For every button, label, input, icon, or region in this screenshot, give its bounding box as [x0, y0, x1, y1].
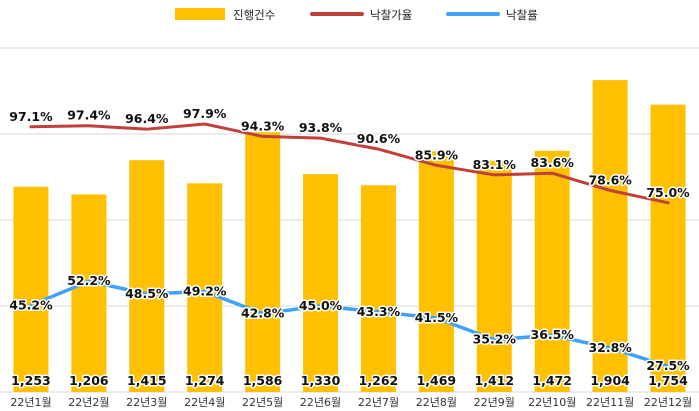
line2-value-label: 41.5%: [415, 310, 459, 325]
line1-value-label: 83.1%: [473, 157, 517, 172]
bar: [13, 186, 49, 392]
line2-value-label: 45.2%: [9, 297, 53, 312]
x-tick-label: 22년9월: [474, 396, 515, 409]
legend-label: 진행건수: [233, 8, 275, 22]
bar: [71, 194, 107, 392]
line2-value-label: 35.2%: [473, 332, 517, 347]
bar-value-label: 1,754: [648, 373, 688, 388]
x-tick-label: 22년10월: [528, 396, 576, 409]
bar-value-label: 1,206: [69, 373, 109, 388]
line2-value-label: 48.5%: [125, 286, 169, 301]
line2-value-label: 45.0%: [299, 298, 343, 313]
line-win-rate-price: [29, 122, 670, 205]
line1-value-label: 75.0%: [646, 185, 690, 200]
line2-value-label: 49.2%: [183, 284, 227, 299]
line1-value-label: 97.4%: [67, 108, 111, 123]
bar-value-label: 1,415: [127, 373, 167, 388]
x-tick-label: 22년11월: [586, 396, 634, 409]
bar: [303, 174, 339, 392]
line1-value-label: 96.4%: [125, 111, 169, 126]
line1-value-label: 97.1%: [9, 109, 53, 124]
bar: [592, 80, 628, 393]
line1-value-label: 93.8%: [299, 120, 343, 135]
bar: [360, 185, 396, 392]
bar-series: [13, 80, 686, 393]
line-series: [29, 122, 670, 368]
bar: [187, 183, 223, 392]
bar-value-label: 1,469: [417, 373, 457, 388]
x-tick-label: 22년7월: [358, 396, 399, 409]
bar-value-label: 1,586: [243, 373, 283, 388]
bar: [476, 160, 512, 392]
legend-label: 낙찰가율: [370, 8, 412, 22]
bar-value-label: 1,262: [359, 373, 399, 388]
bar: [245, 132, 281, 392]
line2-value-label: 42.8%: [241, 306, 285, 321]
x-tick-label: 22년6월: [300, 396, 341, 409]
x-tick-label: 22년1월: [10, 396, 51, 409]
line2-value-label: 27.5%: [646, 358, 690, 373]
bar: [418, 151, 454, 392]
x-tick-label: 22년4월: [184, 396, 225, 409]
legend-swatch-bar: [175, 8, 225, 20]
x-tick-label: 22년3월: [126, 396, 167, 409]
bar: [129, 160, 165, 392]
line2-value-label: 43.3%: [357, 304, 401, 319]
line2-value-label: 32.8%: [588, 340, 632, 355]
x-tick-label: 22년12월: [644, 396, 692, 409]
bar-value-label: 1,904: [590, 373, 630, 388]
bar-value-label: 1,253: [11, 373, 51, 388]
legend: 진행건수 낙찰가율 낙찰률: [175, 8, 538, 22]
gridlines: [0, 47, 699, 393]
bar-value-label: 1,274: [185, 373, 225, 388]
x-tick-label: 22년2월: [68, 396, 109, 409]
x-tick-label: 22년5월: [242, 396, 283, 409]
bar: [650, 104, 686, 392]
line1-value-label: 90.6%: [357, 131, 401, 146]
x-tick-label: 22년8월: [416, 396, 457, 409]
line1-value-label: 97.9%: [183, 106, 227, 121]
bar: [534, 150, 570, 392]
bar-value-label: 1,330: [301, 373, 341, 388]
line1-value-label: 94.3%: [241, 118, 285, 133]
data-labels: 1,253 1,206 1,415 1,274 1,586 1,330 1,262 1,469…: [8, 105, 692, 390]
line1-value-label: 83.6%: [531, 155, 575, 170]
line1-value-label: 78.6%: [588, 172, 632, 187]
x-axis-ticks: 22년1월 22년2월 22년3월 22년4월 22년5월 22년6월 22년7월 22년8월…: [10, 396, 692, 409]
line2-value-label: 52.2%: [67, 273, 111, 288]
bar-value-label: 1,412: [475, 373, 515, 388]
line-win-rate: [29, 279, 670, 368]
legend-label: 낙찰률: [506, 8, 538, 22]
bar-value-label: 1,472: [532, 373, 572, 388]
line2-value-label: 36.5%: [531, 327, 575, 342]
line1-value-label: 85.9%: [415, 147, 459, 162]
